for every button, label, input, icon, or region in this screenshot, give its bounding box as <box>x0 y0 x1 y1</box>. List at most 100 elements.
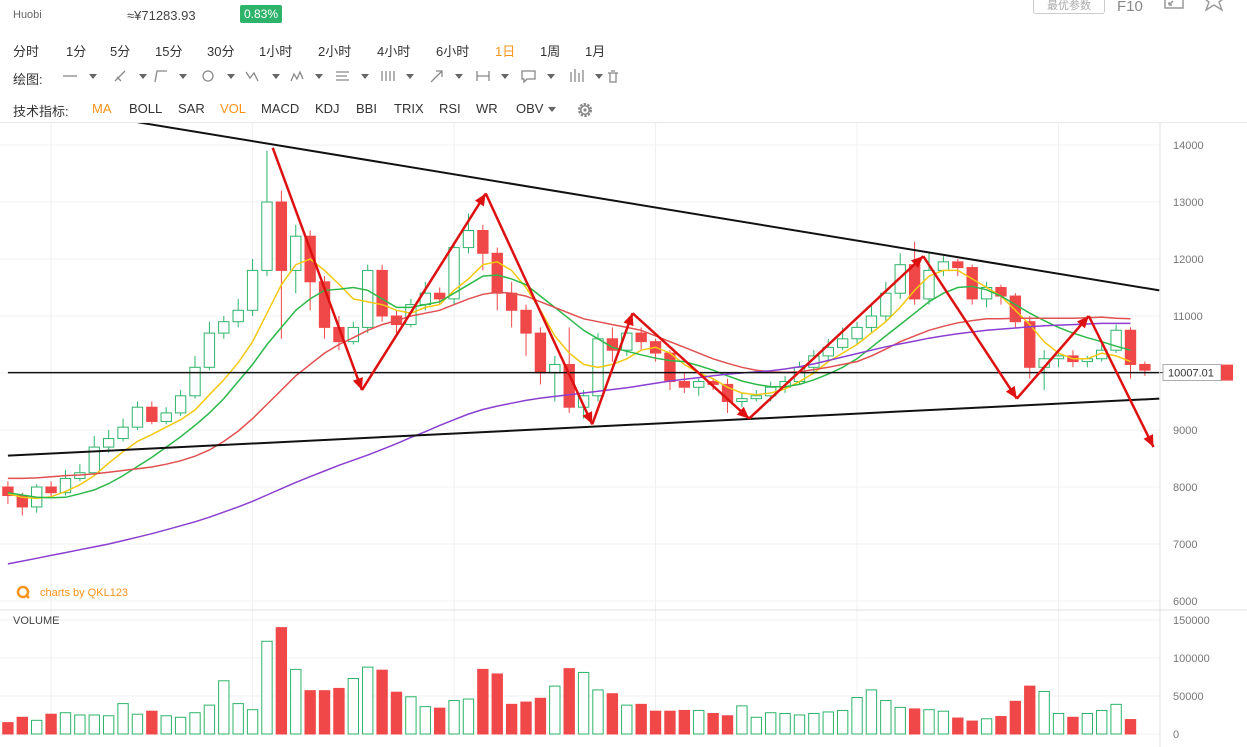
candle[interactable] <box>376 264 388 322</box>
volume-bar[interactable] <box>174 716 187 735</box>
volume-bar[interactable] <box>131 713 144 735</box>
candlestick-chart[interactable]: 1400013000120001100010000900080007000600… <box>0 123 1247 747</box>
indicator-ma[interactable]: MA <box>92 101 112 116</box>
candle[interactable] <box>290 224 302 294</box>
note-tool-icon[interactable] <box>521 70 555 84</box>
volume-bar[interactable] <box>563 668 575 735</box>
volume-bar[interactable] <box>736 705 748 735</box>
chevron-down-icon[interactable] <box>139 74 147 79</box>
pen-tool-icon[interactable] <box>114 70 147 82</box>
candle[interactable] <box>880 281 892 322</box>
period-item[interactable]: 4小时 <box>377 44 411 59</box>
indicator-obv[interactable]: OBV <box>516 101 544 116</box>
volume-bar[interactable] <box>808 712 820 735</box>
candle[interactable] <box>448 241 460 305</box>
volume-bar[interactable] <box>1124 719 1137 735</box>
candle[interactable] <box>246 259 259 316</box>
volume-bar[interactable] <box>952 717 964 735</box>
period-item[interactable]: 30分 <box>207 44 235 59</box>
volume-bar[interactable] <box>362 666 374 735</box>
candle[interactable] <box>736 392 748 408</box>
chevron-down-icon[interactable] <box>315 74 323 79</box>
volume-bar[interactable] <box>635 703 647 735</box>
volume-bar[interactable] <box>45 713 57 735</box>
volume-bar[interactable] <box>462 698 475 735</box>
candle[interactable] <box>102 430 115 453</box>
candle[interactable] <box>275 190 288 339</box>
period-item[interactable]: 6小时 <box>436 44 470 59</box>
volume-bar[interactable] <box>433 707 446 735</box>
volume-bar[interactable] <box>16 716 28 735</box>
indicator-bbi[interactable]: BBI <box>356 101 377 116</box>
volume-bar[interactable] <box>1038 690 1050 735</box>
volume-bar[interactable] <box>664 710 676 735</box>
candle[interactable] <box>347 321 360 345</box>
volume-bar[interactable] <box>621 704 633 735</box>
candle[interactable] <box>865 304 878 334</box>
volume-bar[interactable] <box>678 709 691 735</box>
candle[interactable] <box>534 327 547 385</box>
pattern-tool-icon[interactable] <box>290 70 323 82</box>
volume-bar[interactable] <box>31 719 43 735</box>
trash-icon[interactable] <box>608 70 618 83</box>
candle[interactable] <box>851 321 863 345</box>
candle[interactable] <box>189 355 201 399</box>
volume-bar[interactable] <box>1052 712 1065 735</box>
volume-bar[interactable] <box>203 704 216 735</box>
candle[interactable] <box>74 464 86 482</box>
indicator-sar[interactable]: SAR <box>178 101 205 116</box>
chevron-down-icon[interactable] <box>227 74 235 79</box>
candle[interactable] <box>174 390 187 416</box>
volume-bar[interactable] <box>246 709 259 735</box>
volume-bar[interactable] <box>592 689 604 735</box>
volume-bar[interactable] <box>693 709 705 735</box>
candle[interactable] <box>750 390 762 402</box>
candle[interactable] <box>218 316 230 339</box>
fullscreen-icon[interactable] <box>1163 0 1185 12</box>
candle[interactable] <box>491 247 503 311</box>
candle[interactable] <box>45 481 57 499</box>
period-item[interactable]: 2小时 <box>318 44 352 59</box>
volume-bar[interactable] <box>146 710 158 735</box>
volume-bar[interactable] <box>923 709 935 735</box>
period-item[interactable]: 分时 <box>13 44 40 59</box>
volume-bar[interactable] <box>390 691 403 735</box>
candle[interactable] <box>477 224 489 271</box>
volume-bar[interactable] <box>232 703 244 735</box>
candle[interactable] <box>693 378 705 396</box>
volume-bar[interactable] <box>865 689 878 735</box>
volume-bar[interactable] <box>894 706 906 735</box>
indicator-kdj[interactable]: KDJ <box>315 101 340 116</box>
period-item[interactable]: 5分 <box>110 44 131 59</box>
candle[interactable] <box>678 373 691 393</box>
chevron-down-icon[interactable] <box>89 74 97 79</box>
volume-bar[interactable] <box>1009 700 1022 735</box>
volume-bar[interactable] <box>1067 716 1079 735</box>
candle[interactable] <box>203 321 216 371</box>
volume-bar[interactable] <box>419 706 431 735</box>
wave-tool-icon[interactable] <box>245 71 280 82</box>
volume-bar[interactable] <box>937 710 950 735</box>
volume-bar[interactable] <box>477 668 489 735</box>
candle[interactable] <box>88 435 100 476</box>
volume-bar[interactable] <box>851 697 863 735</box>
gann-tool-icon[interactable] <box>381 71 414 81</box>
volume-bar[interactable] <box>448 700 460 735</box>
indicator-macd[interactable]: MACD <box>261 101 300 116</box>
fib-tool-icon[interactable] <box>336 71 369 81</box>
candle[interactable] <box>1139 361 1151 376</box>
candle[interactable] <box>549 355 561 402</box>
chevron-down-icon[interactable] <box>406 74 414 79</box>
volume-bar[interactable] <box>218 680 230 735</box>
chevron-down-icon[interactable] <box>455 74 463 79</box>
candle[interactable] <box>160 407 172 425</box>
volume-bar[interactable] <box>491 673 503 735</box>
chevron-down-icon[interactable] <box>361 74 369 79</box>
volume-bar[interactable] <box>534 697 547 735</box>
period-item[interactable]: 1月 <box>585 44 606 59</box>
candle[interactable] <box>232 298 244 328</box>
volume-bar[interactable] <box>261 640 273 735</box>
volume-bar[interactable] <box>765 712 777 735</box>
volume-bar[interactable] <box>1110 703 1122 735</box>
candle[interactable] <box>131 401 144 431</box>
